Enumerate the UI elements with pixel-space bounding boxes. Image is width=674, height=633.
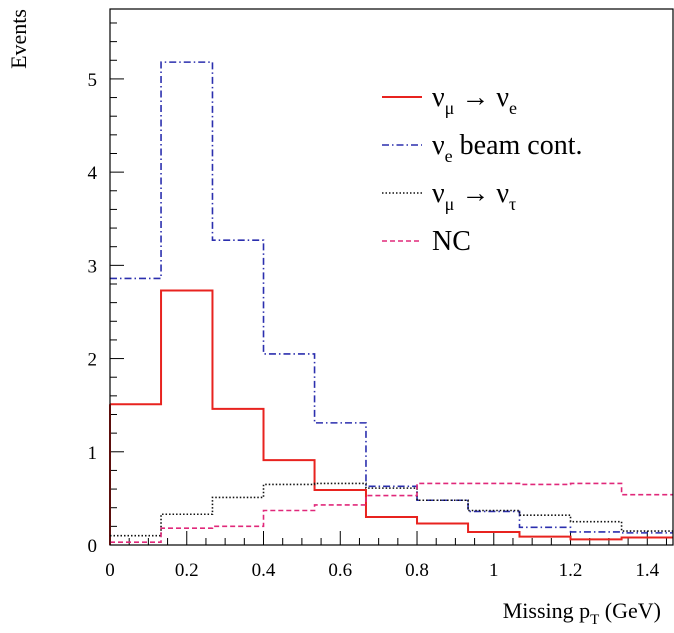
y-tick-label: 5	[88, 70, 98, 91]
series-0-step-line	[110, 289, 673, 541]
x-tick-label: 1.2	[559, 560, 583, 581]
legend-label-2: νμ → ντ	[432, 178, 516, 214]
x-tick-label: 1.4	[635, 560, 659, 581]
axis-ticks	[109, 22, 667, 546]
legend-label-1: νe beam cont.	[432, 130, 583, 166]
y-tick-label: 0	[88, 536, 98, 557]
series-lines	[109, 61, 673, 545]
legend-3-main: NC	[432, 226, 471, 257]
legend-0-main: ν	[432, 82, 445, 113]
y-axis-title: Events	[6, 9, 31, 69]
legend-0-main2: ν	[496, 82, 509, 113]
x-axis-title-unit: (GeV)	[599, 598, 661, 623]
series-3-step-line	[110, 482, 673, 544]
legend-2-main2: ν	[496, 178, 509, 209]
legend-0-arrow: →	[454, 82, 496, 113]
series-1-step-line	[110, 61, 673, 534]
x-tick-label: 0.8	[405, 560, 429, 581]
legend-label-0: νμ → νe	[432, 82, 517, 118]
x-tick-label: 0.6	[328, 560, 352, 581]
y-tick-label: 2	[88, 350, 98, 371]
legend-2-sub2: τ	[509, 194, 516, 214]
legend-1-main: ν	[432, 130, 445, 161]
x-axis-title-main: Missing p	[503, 598, 590, 623]
tick-labels: 0 0.2 0.4 0.6 0.8 1 1.2 1.4 0 1 2 3 4 5	[88, 70, 660, 581]
y-tick-label: 4	[88, 163, 98, 184]
y-tick-label: 3	[88, 256, 98, 277]
x-axis-title-sub: T	[590, 612, 599, 628]
x-tick-label: 1	[489, 560, 499, 581]
legend-2-main: ν	[432, 178, 445, 209]
y-tick-label: 1	[88, 443, 98, 464]
legend-2-sub1: μ	[445, 194, 455, 214]
x-tick-label: 0.2	[175, 560, 199, 581]
legend-1-sub1: e	[445, 146, 453, 166]
x-tick-label: 0.4	[252, 560, 276, 581]
x-tick-label: 0	[105, 560, 115, 581]
legend-1-rest: beam cont.	[453, 130, 583, 161]
legend-0-sub2: e	[509, 98, 517, 118]
legend-0-sub1: μ	[445, 98, 455, 118]
plot-frame	[109, 8, 674, 546]
legend-label-3: NC	[432, 226, 471, 257]
x-axis-title: Missing pT (GeV)	[503, 598, 661, 628]
legend-2-arrow: →	[454, 178, 496, 209]
